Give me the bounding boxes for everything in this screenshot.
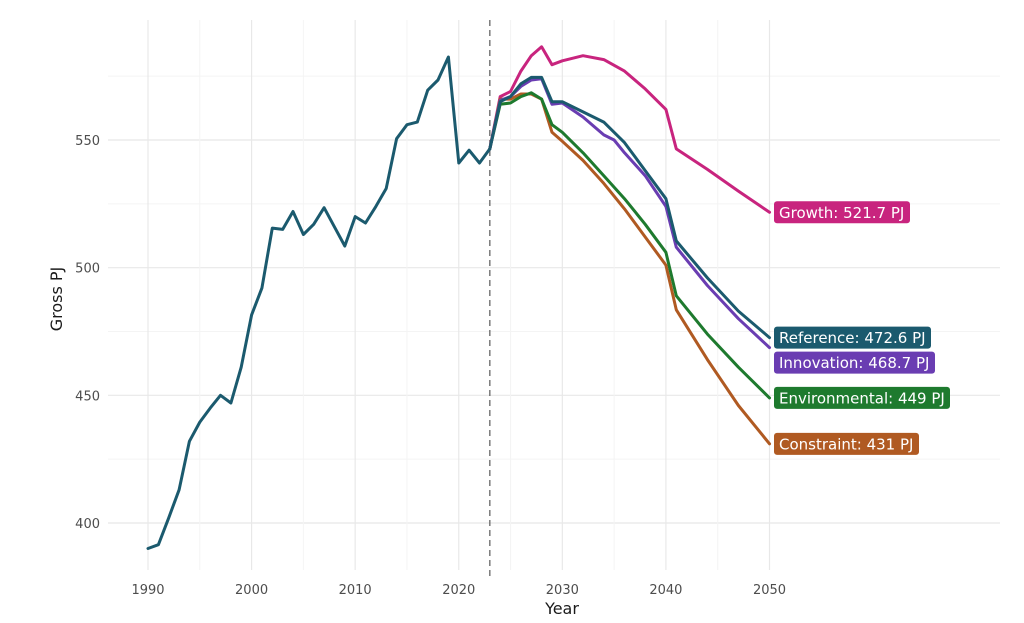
end-label-text: Environmental: 449 PJ [779, 389, 945, 407]
end-label-environmental: Environmental: 449 PJ [774, 386, 950, 409]
series-end-labels: Growth: 521.7 PJ Reference: 472.6 PJ Innov… [774, 201, 950, 455]
x-tick-label: 2020 [442, 583, 475, 598]
x-axis-title: Year [544, 599, 579, 618]
end-label-growth: Growth: 521.7 PJ [774, 201, 910, 224]
series-line-growth [488, 45, 771, 214]
end-label-reference: Reference: 472.6 PJ [774, 326, 931, 349]
end-label-text: Constraint: 431 PJ [779, 435, 913, 453]
series-line-historical [146, 55, 492, 550]
end-label-text: Innovation: 468.7 PJ [779, 354, 929, 372]
series-line-constraint [488, 92, 771, 446]
x-tick-label: 1990 [131, 583, 164, 598]
y-tick-label: 450 [75, 389, 100, 404]
x-tick-label: 2000 [235, 583, 268, 598]
end-label-box [774, 386, 950, 409]
end-label-box [774, 432, 919, 455]
axis-ticks: 400 450 500 550 1990 2000 2010 2020 2030 2040 2050 [75, 134, 786, 598]
end-label-text: Growth: 521.7 PJ [779, 204, 904, 222]
end-label-text: Reference: 472.6 PJ [779, 329, 926, 347]
end-label-box [774, 351, 935, 374]
end-label-box [774, 326, 931, 349]
end-label-innovation: Innovation: 468.7 PJ [774, 351, 935, 374]
y-axis-title: Gross PJ [47, 267, 66, 332]
end-label-box [774, 201, 910, 224]
x-tick-label: 2030 [546, 583, 579, 598]
grid-lines [108, 20, 1000, 570]
series-line-reference [488, 75, 771, 340]
series-line-innovation [488, 77, 771, 350]
y-tick-label: 400 [75, 517, 100, 532]
x-tick-label: 2010 [339, 583, 372, 598]
series-lines [146, 45, 771, 550]
series-line-environmental [488, 91, 771, 400]
x-tick-label: 2040 [649, 583, 682, 598]
end-label-constraint: Constraint: 431 PJ [774, 432, 919, 455]
y-tick-label: 550 [75, 134, 100, 149]
y-tick-label: 500 [75, 262, 100, 277]
x-tick-label: 2050 [753, 583, 786, 598]
